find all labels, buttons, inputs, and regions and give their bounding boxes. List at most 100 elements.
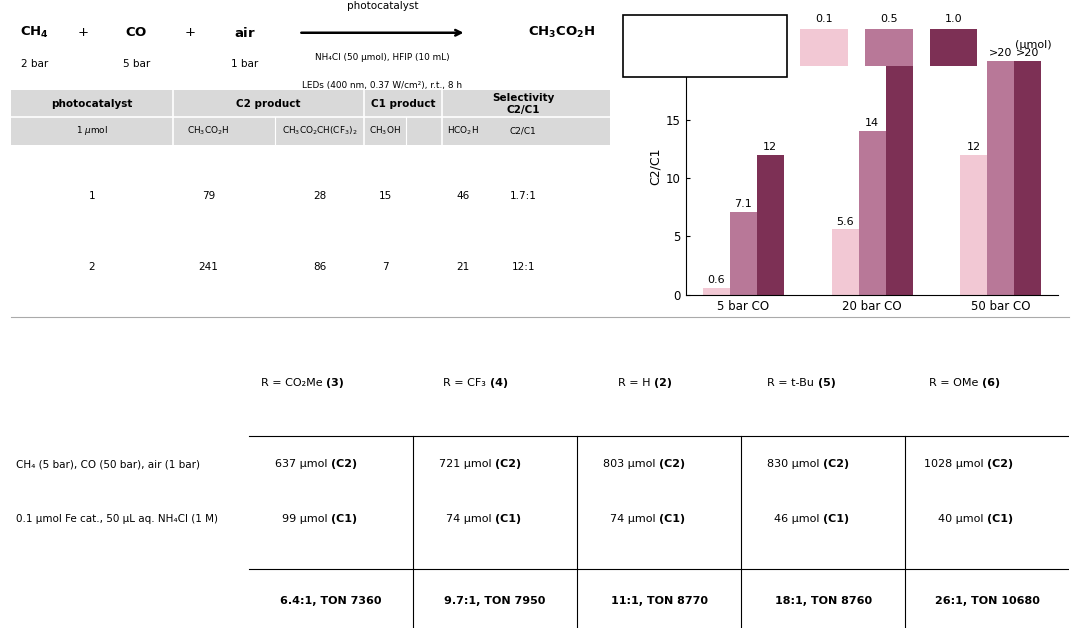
Text: CH₄ (5 bar), CO (50 bar), air (1 bar): CH₄ (5 bar), CO (50 bar), air (1 bar): [16, 459, 200, 469]
Text: R = OMe: R = OMe: [929, 378, 982, 388]
Text: 7: 7: [382, 262, 389, 272]
Text: 0.1 μmol Fe cat., 50 μL aq. NH₄Cl (1 M): 0.1 μmol Fe cat., 50 μL aq. NH₄Cl (1 M): [16, 514, 218, 524]
Text: 2: 2: [89, 262, 95, 272]
Text: $\bf{CO}$: $\bf{CO}$: [125, 26, 148, 39]
Text: C2 product: C2 product: [237, 99, 301, 109]
Text: 0.5: 0.5: [880, 14, 897, 24]
Bar: [832, 230, 859, 295]
Text: 1 bar: 1 bar: [231, 59, 258, 69]
Text: (μmol): (μmol): [1015, 40, 1052, 49]
Bar: [730, 212, 757, 295]
Text: 0.1: 0.1: [815, 14, 833, 24]
Text: photocatalyst: photocatalyst: [51, 99, 133, 109]
Text: (C1): (C1): [495, 514, 522, 524]
Text: Selectivity
C2/C1: Selectivity C2/C1: [492, 93, 554, 115]
Text: +: +: [185, 26, 197, 39]
Bar: [1014, 61, 1041, 295]
Text: 21: 21: [457, 262, 470, 272]
Text: +: +: [78, 26, 89, 39]
Text: 7.1: 7.1: [734, 199, 752, 209]
Text: (C1): (C1): [987, 514, 1013, 524]
Text: 15: 15: [379, 191, 392, 201]
Text: 1.7:1: 1.7:1: [510, 191, 537, 201]
Text: (4): (4): [489, 378, 508, 388]
Bar: [960, 155, 987, 295]
Text: (C1): (C1): [330, 514, 357, 524]
Text: 1028 μmol: 1028 μmol: [924, 459, 987, 469]
Bar: [886, 61, 913, 295]
Text: 6.4:1, TON 7360: 6.4:1, TON 7360: [280, 596, 381, 606]
Bar: [930, 29, 977, 66]
Text: (3): (3): [326, 378, 343, 388]
Text: 86: 86: [313, 262, 326, 272]
FancyBboxPatch shape: [623, 15, 787, 77]
Text: $\bf{CH_4}$: $\bf{CH_4}$: [21, 25, 50, 41]
Text: (C2): (C2): [987, 459, 1013, 469]
Text: 74 μmol: 74 μmol: [446, 514, 495, 524]
Text: (2): (2): [653, 378, 672, 388]
Text: photocatalyst: photocatalyst: [347, 1, 418, 11]
Text: $\bf{air}$: $\bf{air}$: [233, 26, 256, 40]
Text: 12: 12: [764, 142, 778, 152]
Text: 1: 1: [89, 191, 95, 201]
Text: 18:1, TON 8760: 18:1, TON 8760: [774, 596, 872, 606]
Text: 2 bar: 2 bar: [22, 59, 49, 69]
Bar: [800, 29, 848, 66]
Text: 1.0: 1.0: [945, 14, 962, 24]
Text: R = t-Bu: R = t-Bu: [768, 378, 818, 388]
Text: (C2): (C2): [659, 459, 685, 469]
Text: (C2): (C2): [330, 459, 357, 469]
Text: $\bf{CH_3CO_2H}$: $\bf{CH_3CO_2H}$: [528, 25, 596, 41]
Text: 830 μmol: 830 μmol: [767, 459, 823, 469]
Text: C1 product: C1 product: [372, 99, 435, 109]
Bar: [865, 29, 913, 66]
Text: (5): (5): [818, 378, 836, 388]
Text: $\mathrm{CH_3CO_2H}$: $\mathrm{CH_3CO_2H}$: [188, 125, 230, 137]
Text: (C2): (C2): [823, 459, 849, 469]
Bar: [703, 288, 730, 295]
Text: 11:1, TON 8770: 11:1, TON 8770: [610, 596, 707, 606]
Text: 79: 79: [202, 191, 215, 201]
Text: 241: 241: [199, 262, 218, 272]
Bar: [987, 61, 1014, 295]
Text: R = CF₃: R = CF₃: [444, 378, 489, 388]
Text: (C1): (C1): [823, 514, 849, 524]
Text: >20: >20: [1016, 48, 1040, 58]
Text: 1 $\mu$mol: 1 $\mu$mol: [76, 124, 108, 138]
Text: R = H: R = H: [618, 378, 653, 388]
Text: 14: 14: [865, 119, 879, 129]
Text: >20: >20: [888, 48, 910, 58]
Text: 5 bar: 5 bar: [123, 59, 150, 69]
Text: 28: 28: [313, 191, 326, 201]
Bar: [757, 155, 784, 295]
Text: $\mathrm{HCO_2H}$: $\mathrm{HCO_2H}$: [447, 125, 480, 137]
Text: catalyst loading: catalyst loading: [656, 40, 755, 49]
Text: 721 μmol: 721 μmol: [438, 459, 495, 469]
Text: R = CO₂Me: R = CO₂Me: [260, 378, 326, 388]
Text: 99 μmol: 99 μmol: [282, 514, 330, 524]
Text: 40 μmol: 40 μmol: [939, 514, 987, 524]
Text: $\mathrm{CH_3OH}$: $\mathrm{CH_3OH}$: [369, 125, 402, 137]
Text: 0.6: 0.6: [707, 275, 725, 285]
Text: LEDs (400 nm, 0.37 W/cm²), r.t., 8 h: LEDs (400 nm, 0.37 W/cm²), r.t., 8 h: [302, 81, 462, 90]
Text: 26:1, TON 10680: 26:1, TON 10680: [934, 596, 1040, 606]
Text: C2/C1: C2/C1: [510, 127, 537, 136]
Text: >20: >20: [989, 48, 1013, 58]
Text: 12: 12: [967, 142, 981, 152]
Text: $\mathrm{CH_3CO_2CH(CF_3)_2}$: $\mathrm{CH_3CO_2CH(CF_3)_2}$: [282, 125, 357, 137]
Text: 46: 46: [457, 191, 470, 201]
Text: 9.7:1, TON 7950: 9.7:1, TON 7950: [444, 596, 545, 606]
Text: 637 μmol: 637 μmol: [275, 459, 330, 469]
Text: (6): (6): [982, 378, 1000, 388]
Text: (C1): (C1): [659, 514, 685, 524]
Bar: [859, 131, 886, 295]
Text: 74 μmol: 74 μmol: [610, 514, 659, 524]
Text: 5.6: 5.6: [836, 217, 854, 226]
Text: 12:1: 12:1: [512, 262, 535, 272]
Bar: [11, 90, 610, 145]
Y-axis label: C2/C1: C2/C1: [649, 148, 662, 185]
Text: 46 μmol: 46 μmol: [774, 514, 823, 524]
Text: NH₄Cl (50 μmol), HFIP (10 mL): NH₄Cl (50 μmol), HFIP (10 mL): [315, 53, 449, 62]
Text: 803 μmol: 803 μmol: [603, 459, 659, 469]
Text: (C2): (C2): [495, 459, 522, 469]
